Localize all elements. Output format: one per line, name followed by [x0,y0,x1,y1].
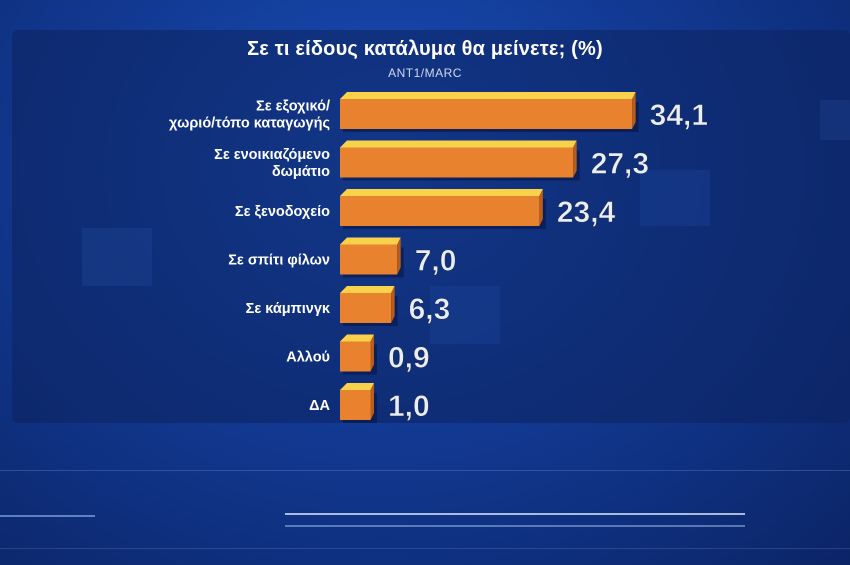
bar [340,341,371,372]
category-label: ΔΑ [309,398,330,414]
bar-top [340,237,401,245]
bar-side [397,237,401,275]
value-label: 7,0 [415,245,457,278]
bar [340,293,392,323]
value-label: 34,1 [650,99,708,132]
bar-top [340,334,374,342]
bar [340,147,574,178]
bar [340,196,540,226]
category-label: Αλλού [286,350,330,366]
value-label: 23,4 [557,196,616,229]
bar-top [340,286,395,293]
category-label: Σε εξοχικό/ [256,99,330,115]
value-label: 6,3 [409,293,451,326]
bar-side [539,189,543,226]
bar-side [370,334,374,372]
value-label: 0,9 [388,342,430,375]
bar-top [340,189,543,196]
bar [340,390,371,420]
bar-top [340,92,636,99]
value-label: 27,3 [591,148,649,181]
category-label: Σε ξενοδοχείο [235,204,330,220]
category-label: Σε σπίτι φίλων [228,253,330,269]
bar-side [632,92,636,129]
chart-title: Σε τι είδους κατάλυμα θα μείνετε; (%) [247,38,603,60]
decor-line [0,515,95,517]
decor-line [285,525,745,527]
bar-side [370,383,374,420]
bar-top [340,383,374,390]
category-label: δωμάτιο [272,164,330,180]
bar-side [573,140,577,178]
bar-top [340,140,577,148]
chart-subtitle: ANT1/MARC [388,66,462,80]
bar-side [391,286,395,323]
decor-line [285,513,745,515]
decor-line [0,470,850,471]
category-label: χωριό/τόπο καταγωγής [169,116,330,132]
bar [340,244,398,275]
bar [340,99,633,129]
category-label: Σε ενοικιαζόμενο [214,147,330,163]
category-label: Σε κάμπινγκ [246,301,331,317]
value-label: 1,0 [388,390,430,423]
decor-line [0,548,850,549]
